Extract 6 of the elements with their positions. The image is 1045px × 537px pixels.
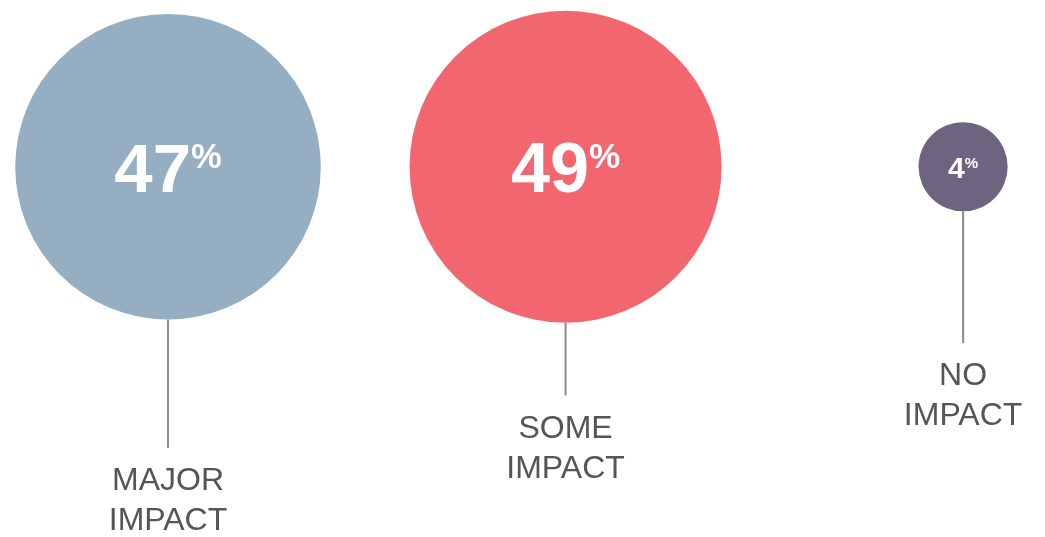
category-label: NO IMPACT [903,356,1023,432]
data-label: 49$^{%}$ [510,127,621,207]
category-label: SOME IMPACT [506,408,625,485]
category-label: MAJOR IMPACT [108,461,228,537]
data-label: 4$^{%}$ [948,150,979,184]
data-label: 47$^{%}$ [114,129,222,207]
